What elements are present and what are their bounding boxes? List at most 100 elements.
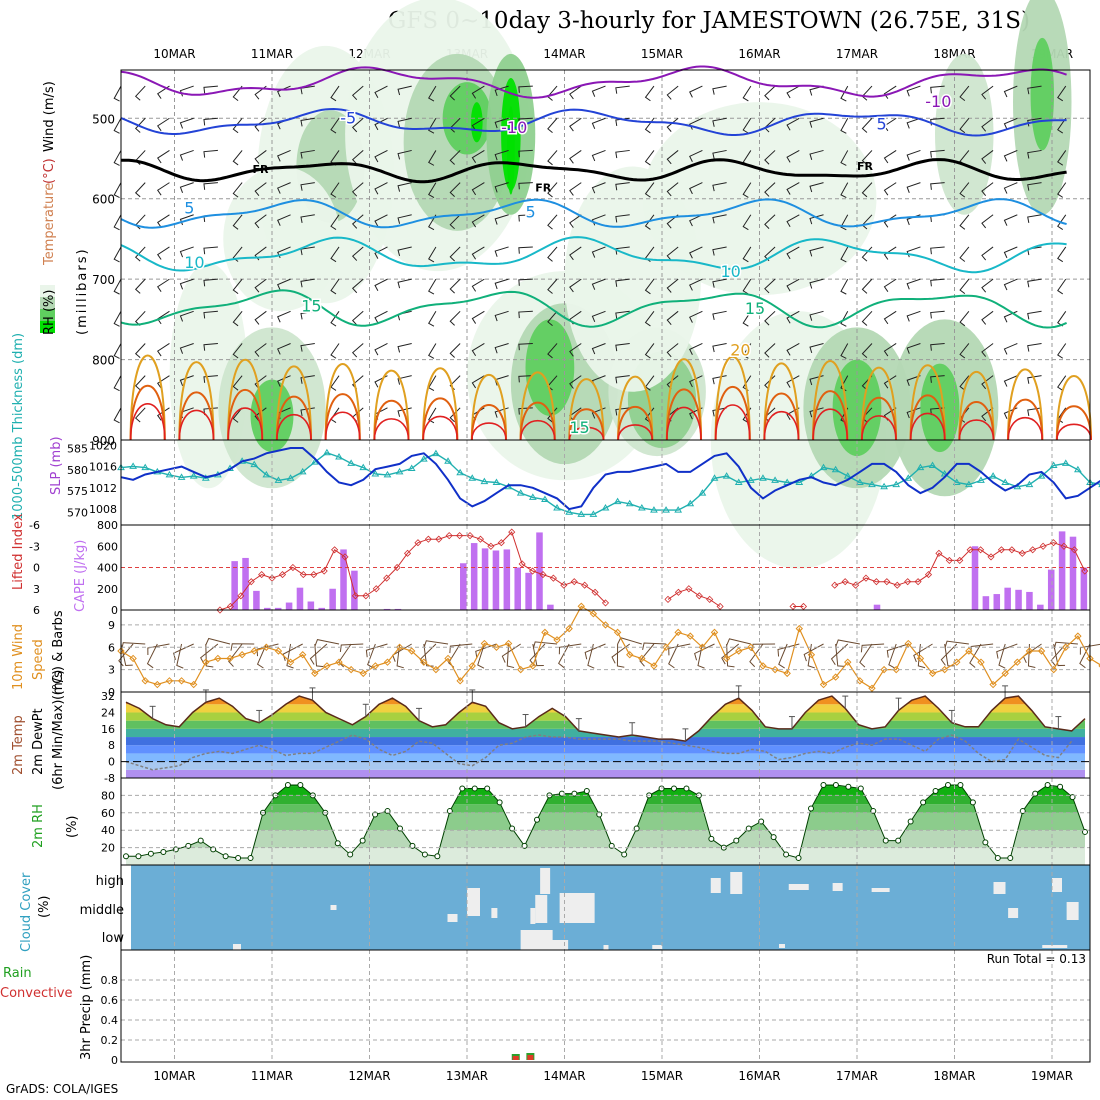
rh-point [1044, 781, 1051, 788]
cloud-block [1052, 878, 1062, 892]
wind10-point [141, 677, 149, 685]
wind-barb [494, 342, 509, 354]
wind10-point [504, 639, 513, 648]
wind-barb [981, 278, 994, 293]
wind-barb [397, 117, 412, 128]
wind-barb [203, 375, 218, 383]
cape-bar [982, 596, 990, 610]
wind10-point [238, 651, 246, 659]
wind-barb [179, 343, 194, 354]
slp-tick: 1012 [89, 482, 117, 495]
wind-barb [786, 117, 800, 131]
wind-tick: 9 [108, 619, 115, 632]
wind-barb [1057, 246, 1067, 263]
rh-band [126, 830, 1085, 848]
wind10-barb [477, 643, 485, 669]
wind-barb [113, 182, 122, 199]
pressure-tick: 700 [92, 273, 115, 287]
thickness-point [516, 489, 525, 496]
wind-barb [277, 343, 291, 355]
thickness-point [577, 510, 586, 517]
wind-barb [959, 246, 970, 262]
rh-point [147, 850, 154, 857]
temp-tick: 0 [108, 756, 115, 769]
contour-label: -10 [925, 92, 951, 111]
wind-barb [764, 310, 776, 326]
wind-barb [157, 246, 170, 260]
rh-point [484, 785, 491, 792]
wind-barb [689, 117, 703, 130]
wind-barb [277, 182, 291, 194]
wind10-barb [118, 643, 134, 667]
thickness-point [650, 506, 658, 513]
isotherm-10 [120, 236, 1067, 274]
li-label: Lifted Index [11, 513, 26, 590]
wind-barb [1027, 149, 1042, 159]
wind-barb [351, 214, 364, 229]
wind-barb [547, 117, 558, 134]
wind-barb [397, 85, 412, 96]
wind-barb [883, 214, 897, 228]
wind-barb [179, 182, 194, 193]
wind-barb [232, 214, 243, 230]
wind-barb [981, 117, 994, 132]
cape-bar [394, 608, 402, 610]
cape-bar [329, 588, 336, 610]
wind-barb [906, 343, 921, 354]
li-tick: 3 [33, 583, 40, 596]
wind10-point [577, 602, 585, 610]
wind-barb [494, 310, 509, 322]
wind10-barb [228, 643, 243, 667]
wind-barb [397, 246, 412, 257]
wind-barb [615, 407, 630, 416]
wind10-barb [256, 643, 279, 657]
wind-barb [254, 310, 267, 325]
wind-barb [1027, 85, 1042, 95]
wind-barb [203, 278, 218, 287]
thickness-point [456, 468, 465, 476]
cape-bar [1069, 536, 1077, 610]
wind-barb [615, 310, 630, 320]
wind-barb [689, 214, 703, 227]
li-line [667, 588, 721, 607]
wind-barb [742, 85, 752, 102]
wind-barb [742, 214, 752, 231]
wind-barb [330, 214, 340, 230]
wind10-barb [996, 643, 1018, 659]
precip-tick: 0.2 [101, 1034, 119, 1047]
precip-tick: 0.8 [101, 974, 119, 987]
wind10-point [1001, 669, 1009, 678]
thickness-point [868, 480, 876, 488]
rh-tick: 40 [101, 824, 115, 837]
rh-point [969, 799, 976, 806]
wind10-barb [1053, 643, 1066, 667]
li-point [956, 556, 964, 564]
wind10-point [553, 636, 561, 644]
wind-barb [351, 246, 364, 261]
wind-barb [569, 214, 582, 228]
temp-tick: 32 [101, 690, 115, 703]
cape-bar [1015, 589, 1022, 610]
thickness-tick: 580 [67, 464, 88, 477]
wind10-barb [859, 643, 873, 668]
wind-barb [351, 150, 364, 165]
wind-barb [428, 343, 437, 359]
wind-barb [330, 311, 340, 327]
rh-point [808, 805, 814, 812]
wind10-barb [1079, 643, 1091, 669]
li-point [424, 535, 432, 543]
wind-barb [113, 407, 122, 424]
rh-point [920, 799, 927, 806]
wind-barb [471, 85, 485, 99]
wind-barb [712, 246, 727, 256]
thickness-point [734, 478, 743, 485]
li-point [997, 546, 1006, 554]
wind-barb [113, 375, 122, 392]
wind-barb [277, 278, 291, 291]
wind-barb [981, 310, 994, 325]
wind-barb [428, 85, 437, 102]
wind-barb [981, 85, 994, 100]
wind-barb [1003, 246, 1018, 259]
wind-barb [906, 407, 921, 419]
